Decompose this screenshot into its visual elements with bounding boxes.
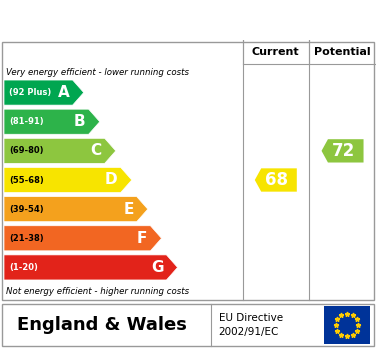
Text: Not energy efficient - higher running costs: Not energy efficient - higher running co… — [6, 287, 189, 296]
Text: (92 Plus): (92 Plus) — [9, 88, 51, 97]
Polygon shape — [255, 168, 297, 192]
Text: Very energy efficient - lower running costs: Very energy efficient - lower running co… — [6, 68, 189, 77]
Text: EU Directive
2002/91/EC: EU Directive 2002/91/EC — [218, 314, 283, 337]
Polygon shape — [321, 139, 364, 163]
Polygon shape — [4, 80, 84, 105]
Text: England & Wales: England & Wales — [17, 316, 186, 334]
Text: (69-80): (69-80) — [9, 147, 44, 155]
Polygon shape — [4, 138, 116, 164]
Polygon shape — [4, 197, 148, 222]
Text: Potential: Potential — [314, 47, 371, 57]
Text: (39-54): (39-54) — [9, 205, 44, 214]
Text: (55-68): (55-68) — [9, 175, 44, 184]
Text: E: E — [123, 201, 134, 217]
Text: F: F — [137, 231, 147, 246]
Polygon shape — [4, 167, 132, 192]
Text: (21-38): (21-38) — [9, 234, 44, 243]
Text: 68: 68 — [265, 171, 288, 189]
Text: (1-20): (1-20) — [9, 263, 38, 272]
Text: (81-91): (81-91) — [9, 117, 44, 126]
Text: B: B — [74, 114, 86, 129]
Text: G: G — [151, 260, 164, 275]
Text: D: D — [105, 173, 118, 188]
Polygon shape — [4, 226, 162, 251]
Text: 72: 72 — [332, 142, 355, 160]
Text: Current: Current — [252, 47, 300, 57]
Bar — [324, 306, 370, 344]
Polygon shape — [4, 109, 100, 134]
Text: A: A — [58, 85, 70, 100]
Text: C: C — [91, 143, 102, 158]
Polygon shape — [4, 255, 177, 280]
Text: Energy Efficiency Rating: Energy Efficiency Rating — [64, 11, 312, 29]
